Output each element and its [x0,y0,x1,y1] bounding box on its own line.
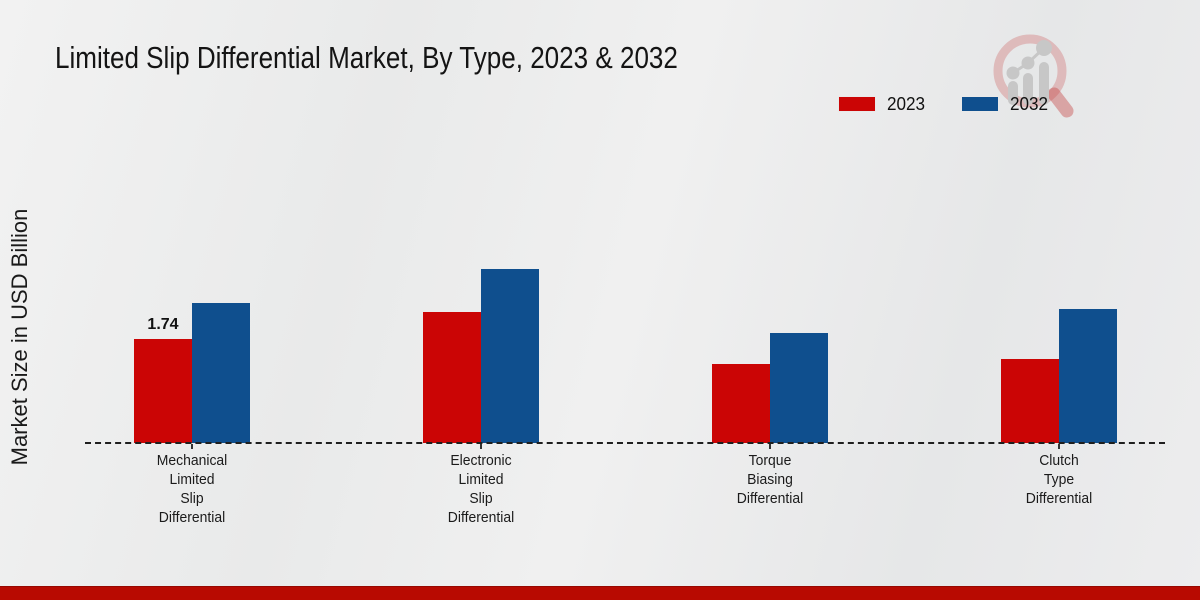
footer-accent-bar [0,586,1200,600]
x-axis-label-torque-biasing-differential: Torque Biasing Differential [736,452,804,507]
bar-2032-electronic-limited-slip-differential [481,269,539,443]
x-axis-tick [191,444,193,449]
legend-swatch-2032 [960,96,999,112]
legend-item-2023: 2023 [837,93,927,115]
x-axis-tick [1058,444,1060,449]
bar-2032-torque-biasing-differential [770,333,828,443]
chart-legend: 2023 2032 [837,93,1050,115]
legend-swatch-2023 [837,96,876,112]
legend-label: 2023 [886,93,925,114]
brand-magnifier-chart-logo [993,34,1074,118]
x-axis-baseline [85,442,1165,444]
bar-2032-clutch-type-differential [1059,309,1117,443]
x-axis-tick [480,444,482,449]
chart-title: Limited Slip Differential Market, By Typ… [55,40,678,75]
legend-label: 2032 [1009,93,1048,114]
bar-value-label: 1.74 [147,316,179,333]
bar-2023-mechanical-limited-slip-differential [134,339,192,443]
bar-2023-torque-biasing-differential [712,364,770,443]
legend-item-2032: 2032 [960,93,1050,115]
x-axis-label-electronic-limited-slip-differential: Electronic Limited Slip Differential [447,452,515,526]
x-axis-tick [769,444,771,449]
x-axis-label-mechanical-limited-slip-differential: Mechanical Limited Slip Differential [156,452,228,526]
x-axis-label-clutch-type-differential: Clutch Type Differential [1025,452,1093,507]
bar-2023-clutch-type-differential [1001,359,1059,443]
bar-2023-electronic-limited-slip-differential [423,312,481,443]
bar-2032-mechanical-limited-slip-differential [192,303,250,443]
